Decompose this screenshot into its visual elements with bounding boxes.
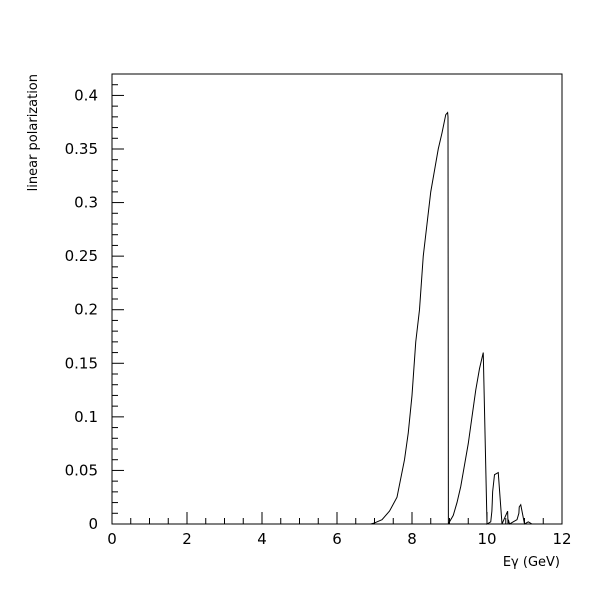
y-ticks — [112, 84, 124, 525]
plot-frame — [111, 73, 563, 525]
y-tick-label: 0.35 — [65, 140, 98, 158]
y-tick-label: 0.3 — [74, 194, 98, 212]
y-tick-label: 0.4 — [74, 86, 98, 104]
x-tick-label: 0 — [107, 530, 117, 548]
x-tick-label: 6 — [332, 530, 342, 548]
y-tick-label: 0.15 — [65, 354, 98, 372]
series-line — [359, 111, 547, 525]
x-tick-labels: 0 2 4 6 8 10 12 — [107, 530, 571, 548]
y-tick-labels: 0 0.05 0.1 0.15 0.2 0.25 0.3 0.35 0.4 — [65, 86, 98, 533]
x-tick-label: 4 — [257, 530, 267, 548]
y-tick-label: 0.1 — [74, 408, 98, 426]
x-axis-title: Eγ (GeV) — [503, 555, 560, 570]
y-tick-label: 0.2 — [74, 301, 98, 319]
x-ticks — [111, 512, 563, 524]
x-tick-label: 10 — [477, 530, 496, 548]
y-axis-title: linear polarization — [26, 74, 41, 191]
x-tick-label: 2 — [182, 530, 192, 548]
y-tick-label: 0 — [88, 515, 98, 533]
x-tick-label: 12 — [552, 530, 571, 548]
x-tick-label: 8 — [407, 530, 417, 548]
y-tick-label: 0.25 — [65, 247, 98, 265]
y-tick-label: 0.05 — [65, 461, 98, 479]
